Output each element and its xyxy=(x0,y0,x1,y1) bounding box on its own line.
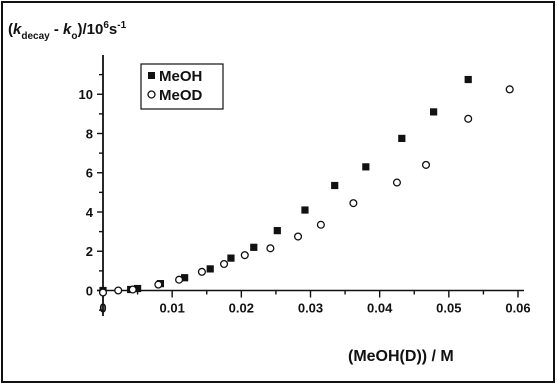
x-axis-label: (MeOH(D)) / M xyxy=(348,348,454,365)
data-point-meod xyxy=(240,251,249,260)
data-point-meod xyxy=(293,232,303,241)
data-point-meoh xyxy=(430,108,438,116)
legend-label-meoh: MeOH xyxy=(159,68,202,85)
x-tick-label: 0 xyxy=(99,300,106,315)
legend-label-meod: MeOD xyxy=(159,87,203,104)
data-point-meod xyxy=(392,178,402,187)
plot-area xyxy=(98,75,514,297)
x-tick-label: 0.06 xyxy=(505,300,530,315)
x-tick-label: 0.05 xyxy=(436,300,461,315)
data-point-meoh xyxy=(362,163,370,171)
axes: 0 2 4 6 8 10 0 0.01 0.02 0.03 0.04 0.05 0.06 xyxy=(79,55,531,316)
data-point-meoh xyxy=(250,243,258,251)
data-point-meod xyxy=(154,280,163,289)
y-tick-label: 0 xyxy=(86,283,93,298)
y-tick-label: 6 xyxy=(86,166,93,181)
data-point-meoh xyxy=(301,206,309,214)
data-point-meod xyxy=(316,220,325,229)
data-point-meoh xyxy=(227,254,235,262)
data-point-meod xyxy=(219,259,229,269)
y-tick-label: 8 xyxy=(86,126,93,141)
data-point-meod xyxy=(114,286,123,295)
y-axis-label: (kdecay - ko)/106s-1 xyxy=(8,20,127,42)
data-point-meoh xyxy=(206,265,214,273)
data-point-meod xyxy=(128,285,137,294)
data-point-meoh xyxy=(273,227,281,235)
data-point-meod xyxy=(505,85,514,94)
data-point-meod xyxy=(197,267,206,276)
legend-marker-meoh xyxy=(148,72,155,79)
data-point-meod xyxy=(266,244,275,253)
data-point-meod xyxy=(349,199,358,208)
data-point-meoh xyxy=(133,284,142,293)
data-point-meoh xyxy=(331,181,339,190)
data-point-meod xyxy=(175,275,184,284)
data-point-meoh xyxy=(181,274,189,282)
x-tick-label: 0.03 xyxy=(298,300,323,315)
y-tick-label: 2 xyxy=(86,244,93,259)
y-tick-label: 4 xyxy=(86,205,94,220)
x-tick-label: 0.01 xyxy=(160,300,185,315)
legend-box xyxy=(140,63,224,110)
x-tick-label: 0.04 xyxy=(367,300,393,315)
data-point-meoh xyxy=(464,75,472,84)
legend-marker-meod xyxy=(147,90,156,99)
data-point-meod xyxy=(464,114,473,123)
legend: MeOH MeOD xyxy=(140,63,224,110)
chart-border xyxy=(1,1,555,383)
data-point-meod xyxy=(421,160,431,169)
data-point-meoh xyxy=(398,134,406,143)
data-point-meod xyxy=(98,288,108,297)
y-tick-label: 10 xyxy=(79,87,93,102)
x-tick-label: 0.02 xyxy=(229,300,254,315)
